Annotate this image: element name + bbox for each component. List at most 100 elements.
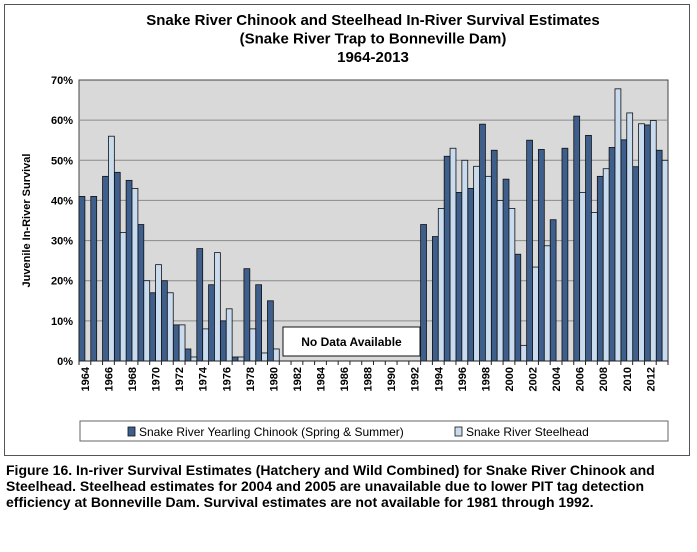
- x-tick-label: 1966: [103, 367, 115, 391]
- no-data-box: [282, 326, 421, 357]
- x-tick-label: 1972: [174, 367, 186, 391]
- bar-chinook-2008: [596, 175, 604, 362]
- bar-steelhead-2006: [579, 191, 586, 362]
- bar-chinook-1978: [243, 268, 251, 362]
- bar-steelhead-1975: [214, 252, 221, 362]
- bar-chinook-1973: [184, 348, 192, 362]
- chart-title-line: (Snake River Trap to Bonneville Dam): [240, 31, 507, 48]
- y-tick-label: 40%: [51, 195, 73, 207]
- bar-chinook-2011: [632, 166, 639, 362]
- bar-steelhead-1980: [272, 348, 280, 362]
- bar-chinook-1976: [219, 320, 227, 362]
- bar-chinook-2010: [620, 139, 628, 362]
- bar-steelhead-2007: [591, 212, 598, 362]
- survival-bar-chart: Snake River Chinook and Steelhead In-Riv…: [21, 12, 669, 442]
- bar-chinook-1979: [255, 284, 262, 362]
- bar-steelhead-2001: [520, 344, 528, 362]
- bar-chinook-2003: [538, 149, 545, 362]
- bar-chinook-1997: [467, 187, 475, 362]
- bar-chinook-1972: [172, 324, 180, 362]
- x-tick-label: 2000: [504, 367, 516, 391]
- bar-chinook-2000: [502, 178, 510, 362]
- figure-caption: Figure 16. In-river Survival Estimates (…: [6, 462, 655, 510]
- legend-label: Snake River Yearling Chinook (Spring & S…: [139, 425, 404, 439]
- bar-steelhead-1999: [496, 200, 504, 362]
- x-tick-label: 2004: [551, 366, 563, 391]
- x-tick-label: 2010: [622, 367, 634, 391]
- x-tick-label: 1984: [315, 366, 327, 391]
- bar-steelhead-2008: [602, 168, 610, 362]
- x-tick-label: 1974: [198, 366, 210, 391]
- bar-steelhead-1972: [178, 324, 186, 362]
- y-tick-label: 10%: [51, 316, 73, 328]
- x-tick-label: 1970: [151, 367, 163, 391]
- legend-swatch: [454, 426, 463, 437]
- x-tick-label: 1992: [410, 367, 422, 391]
- bar-chinook-1995: [443, 155, 451, 362]
- x-tick-label: 1990: [386, 367, 398, 391]
- x-tick-label: 1994: [433, 366, 445, 391]
- plot-area: [78, 79, 669, 362]
- legend-swatch: [127, 426, 136, 437]
- bar-steelhead-1966: [108, 135, 115, 362]
- bar-chinook-1971: [161, 280, 168, 362]
- bar-steelhead-2011: [638, 123, 645, 362]
- bar-chinook-2004: [549, 219, 557, 362]
- bar-steelhead-2002: [532, 266, 539, 362]
- x-tick-label: 2002: [528, 367, 540, 391]
- chart-title-line: Snake River Chinook and Steelhead In-Riv…: [146, 12, 600, 29]
- bar-chinook-2007: [585, 134, 592, 362]
- bar-steelhead-1977: [237, 356, 245, 362]
- x-tick-label: 2008: [598, 367, 610, 391]
- bar-chinook-1998: [479, 123, 486, 362]
- bar-steelhead-1969: [143, 280, 151, 362]
- bar-steelhead-1970: [155, 264, 162, 362]
- x-tick-label: 1996: [457, 367, 469, 391]
- bar-chinook-1969: [137, 224, 145, 362]
- bar-steelhead-1978: [249, 328, 257, 362]
- x-tick-label: 1976: [221, 367, 233, 391]
- bar-chinook-1975: [208, 284, 215, 362]
- y-tick-label: 70%: [51, 75, 73, 87]
- bar-chinook-1966: [102, 175, 109, 362]
- bar-chinook-2009: [608, 147, 616, 362]
- bar-chinook-1964: [78, 196, 86, 362]
- bar-steelhead-2010: [626, 112, 634, 362]
- bar-steelhead-1973: [190, 356, 198, 362]
- bar-chinook-1970: [149, 292, 156, 362]
- bar-steelhead-1995: [449, 147, 457, 362]
- bar-steelhead-1971: [166, 292, 174, 362]
- y-tick-label: 60%: [51, 115, 73, 127]
- legend-label: Snake River Steelhead: [466, 425, 589, 439]
- x-tick-label: 1980: [268, 367, 280, 391]
- bar-steelhead-1979: [261, 352, 268, 362]
- x-tick-label: 1978: [245, 367, 257, 391]
- bar-steelhead-1994: [437, 208, 445, 362]
- x-tick-label: 1964: [80, 366, 92, 391]
- bar-chinook-2001: [514, 253, 522, 362]
- bar-steelhead-1974: [202, 328, 209, 362]
- bar-steelhead-1976: [225, 308, 233, 362]
- bar-chinook-2012: [644, 124, 651, 362]
- bar-chinook-1980: [267, 300, 274, 362]
- y-axis-label: Juvenile In-River Survival: [21, 154, 33, 288]
- x-tick-label: 1988: [363, 367, 375, 391]
- x-tick-label: 1968: [127, 367, 139, 391]
- bar-steelhead-1997: [473, 165, 480, 362]
- bar-steelhead-1996: [461, 159, 469, 362]
- bar-steelhead-1967: [119, 232, 127, 362]
- x-tick-label: 1986: [339, 367, 351, 391]
- bar-chinook-1999: [490, 149, 498, 362]
- bar-chinook-2013: [655, 149, 663, 362]
- y-tick-label: 30%: [51, 236, 73, 248]
- bar-chinook-2005: [561, 147, 569, 362]
- bar-steelhead-2009: [614, 88, 622, 362]
- bar-chinook-1968: [125, 179, 133, 362]
- bar-chinook-1967: [113, 171, 121, 362]
- bar-steelhead-2003: [543, 245, 551, 362]
- x-tick-label: 1998: [480, 367, 492, 391]
- bar-steelhead-2013: [661, 159, 669, 362]
- bar-chinook-1994: [431, 236, 439, 362]
- chart-frame: [4, 4, 690, 456]
